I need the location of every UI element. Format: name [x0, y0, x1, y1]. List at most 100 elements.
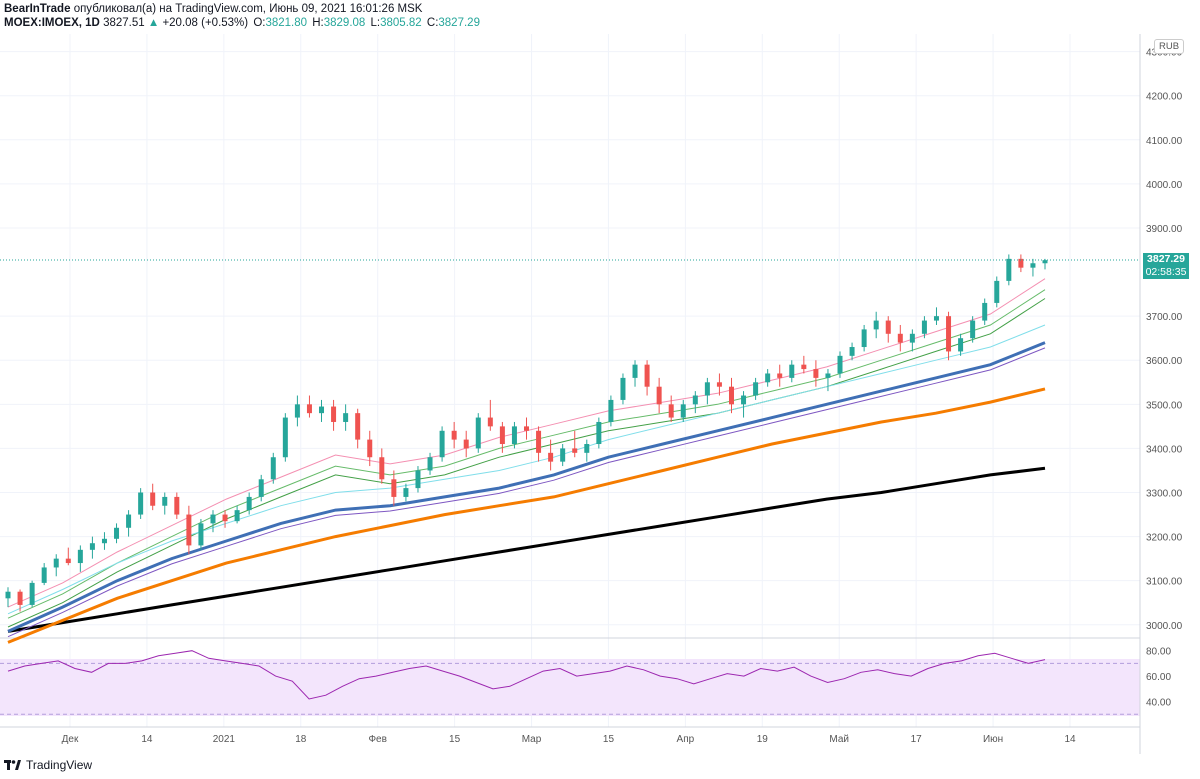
price-tick-label: 3900.00 — [1146, 224, 1183, 235]
candle-body — [138, 492, 144, 515]
time-tick-label: Май — [829, 734, 849, 745]
candle-body — [114, 527, 120, 539]
candles — [5, 254, 1048, 612]
candle-body — [765, 373, 771, 383]
candle-body — [511, 426, 517, 445]
candle-body — [753, 382, 759, 396]
candle-body — [728, 386, 734, 405]
candle-body — [885, 320, 891, 334]
time-tick-label: Фев — [368, 734, 386, 745]
candle-body — [620, 377, 626, 400]
candle-body — [632, 364, 638, 378]
ma-support-line — [7, 347, 1046, 638]
rsi-polyline — [7, 650, 1046, 700]
candle-body — [198, 523, 204, 546]
candle-body — [837, 355, 843, 374]
candle-body — [258, 479, 264, 497]
candle-body — [403, 488, 409, 497]
last-price: 3827.51 — [103, 17, 145, 29]
candle-body — [343, 413, 349, 422]
candle-body — [596, 421, 602, 445]
candle-body — [1006, 258, 1012, 281]
candle-body — [560, 448, 566, 462]
time-tick-label: Мар — [522, 734, 542, 745]
candle-body — [331, 406, 337, 422]
candle-body — [933, 316, 939, 321]
candle-body — [608, 399, 614, 422]
candle-body — [367, 439, 373, 458]
price-axis-labels: 4300.004200.004100.004000.003900.003700.… — [1146, 48, 1183, 632]
candle-body — [126, 514, 132, 528]
candle-body — [1042, 260, 1048, 264]
author-name[interactable]: BearInTrade — [4, 3, 71, 15]
candle-body — [777, 373, 783, 378]
high-value: 3829.08 — [323, 17, 366, 29]
candle-body — [101, 538, 107, 544]
high-label: H: — [312, 17, 324, 29]
candle-body — [861, 329, 867, 348]
candle-body — [439, 430, 445, 458]
change-value: +20.08 (+0.53%) — [162, 17, 249, 29]
tradingview-logo[interactable]: TradingView — [4, 758, 92, 772]
price-tick-label: 3200.00 — [1146, 533, 1183, 544]
open-value: 3821.80 — [265, 17, 308, 29]
candle-body — [1018, 258, 1024, 268]
price-tick-label: 3300.00 — [1146, 489, 1183, 500]
ma-green-line — [7, 298, 1046, 628]
time-tick-label: Апр — [677, 734, 695, 745]
time-tick-label: 15 — [449, 734, 461, 745]
candle-body — [789, 364, 795, 378]
candle-body — [487, 417, 493, 427]
candle-body — [536, 430, 542, 453]
candle-body — [463, 439, 469, 449]
candle-body — [17, 591, 23, 605]
ma100-line — [7, 387, 1046, 644]
candle-body — [813, 369, 819, 378]
candle-body — [186, 514, 192, 546]
low-label: L: — [370, 17, 381, 29]
candle-body — [427, 457, 433, 471]
candle-body — [897, 333, 903, 343]
candle-body — [909, 333, 915, 343]
time-tick-label: Июн — [983, 734, 1003, 745]
time-tick-label: Дек — [62, 734, 79, 745]
candle-body — [572, 448, 578, 453]
candle-body — [825, 373, 831, 378]
low-value: 3805.82 — [380, 17, 422, 29]
rsi-tick-label: 80.00 — [1146, 647, 1171, 658]
rsi-line — [7, 650, 1046, 700]
tradingview-icon — [4, 760, 21, 770]
candle-body — [246, 496, 252, 511]
candle-body — [801, 364, 807, 370]
candle-body — [29, 582, 35, 605]
candle-body — [668, 404, 674, 418]
candle-body — [53, 558, 59, 568]
candle-body — [234, 510, 240, 522]
price-tick-label: 4000.00 — [1146, 180, 1183, 191]
candle-body — [150, 492, 156, 506]
price-tick-label: 4100.00 — [1146, 136, 1183, 147]
candle-body — [306, 404, 312, 414]
candle-body — [704, 382, 710, 396]
time-tick-label: 18 — [295, 734, 307, 745]
candle-body — [970, 320, 976, 339]
candle-body — [873, 320, 879, 330]
time-tick-label: 19 — [757, 734, 769, 745]
candle-body — [174, 496, 180, 515]
currency-badge[interactable]: RUB — [1154, 39, 1185, 54]
candle-body — [379, 457, 385, 480]
price-tick-label: 4200.00 — [1146, 92, 1183, 103]
chart-header: BearInTrade опубликовал(а) на TradingVie… — [0, 0, 1200, 34]
candle-body — [41, 567, 47, 583]
time-tick-label: 14 — [141, 734, 153, 745]
candle-body — [355, 413, 361, 440]
candle-body — [1030, 263, 1036, 268]
candle-body — [741, 395, 747, 405]
ma50-line — [7, 341, 1046, 633]
candle-body — [5, 591, 11, 599]
symbol-label[interactable]: MOEX:IMOEX, 1D — [4, 17, 100, 29]
candle-body — [210, 514, 216, 524]
publish-info: BearInTrade опубликовал(а) на TradingVie… — [4, 3, 422, 15]
candle-body — [692, 395, 698, 405]
